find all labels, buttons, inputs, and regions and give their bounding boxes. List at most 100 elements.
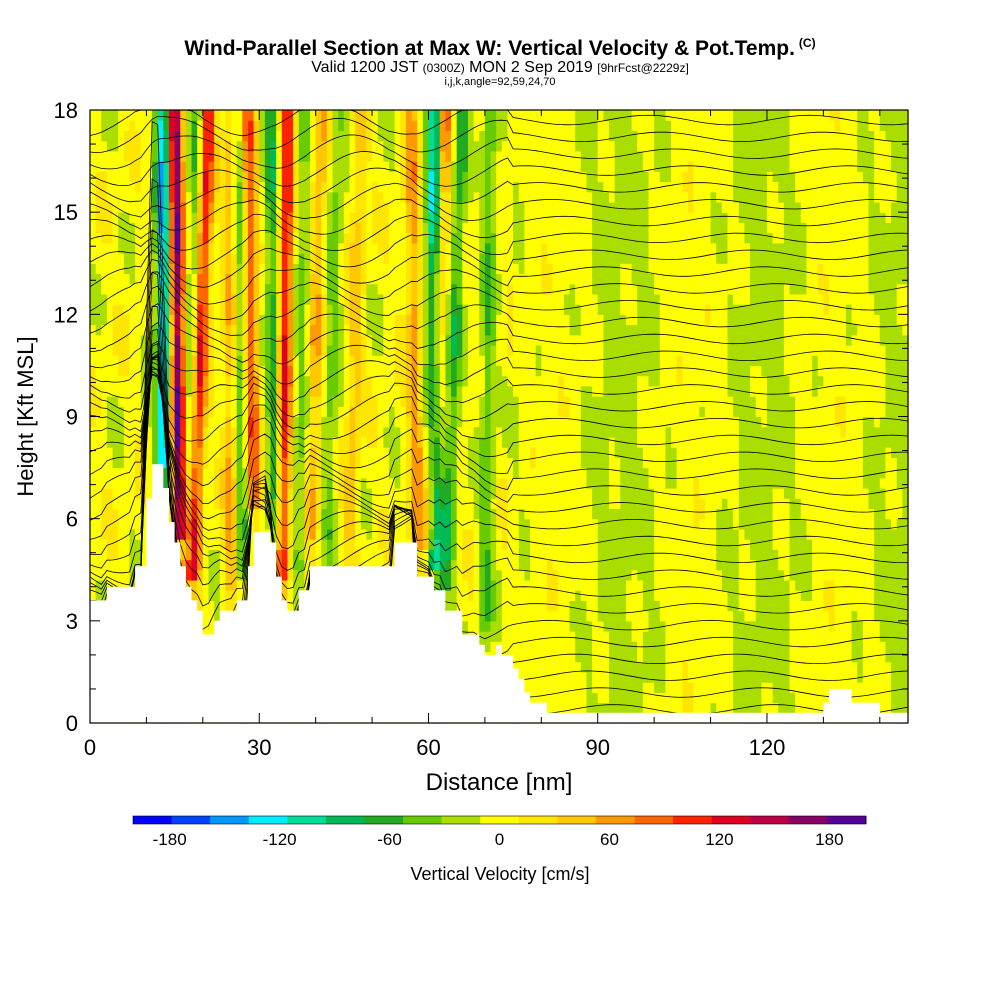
velocity-cell bbox=[405, 528, 413, 540]
velocity-cell bbox=[202, 488, 210, 499]
velocity-cell bbox=[270, 436, 277, 448]
velocity-cell bbox=[524, 610, 531, 622]
velocity-cell bbox=[304, 130, 311, 142]
velocity-cell bbox=[152, 232, 159, 244]
velocity-cell bbox=[400, 140, 407, 152]
velocity-cell bbox=[400, 171, 407, 183]
velocity-cell bbox=[349, 498, 356, 510]
velocity-cell bbox=[552, 610, 559, 622]
velocity-cell bbox=[304, 212, 311, 223]
velocity-cell bbox=[490, 467, 497, 479]
velocity-cell bbox=[360, 457, 368, 469]
velocity-cell bbox=[428, 191, 435, 203]
velocity-cell bbox=[287, 590, 294, 601]
velocity-cell bbox=[366, 304, 373, 315]
velocity-cell bbox=[214, 150, 221, 162]
velocity-cell bbox=[326, 171, 334, 183]
velocity-cell bbox=[214, 242, 221, 254]
velocity-cell bbox=[372, 498, 379, 510]
velocity-cell bbox=[479, 253, 486, 264]
velocity-cell bbox=[394, 314, 401, 326]
velocity-cell bbox=[439, 232, 447, 244]
velocity-cell bbox=[338, 130, 345, 142]
velocity-cell bbox=[530, 426, 537, 438]
velocity-cell bbox=[479, 385, 486, 397]
velocity-cell bbox=[422, 416, 430, 428]
velocity-cell bbox=[191, 324, 198, 336]
velocity-cell bbox=[231, 324, 238, 336]
velocity-cell bbox=[106, 263, 114, 275]
velocity-cell bbox=[310, 447, 317, 458]
velocity-cell bbox=[541, 631, 548, 642]
velocity-cell bbox=[496, 396, 503, 407]
velocity-cell bbox=[456, 406, 463, 418]
velocity-cell bbox=[530, 283, 537, 295]
velocity-cell bbox=[507, 344, 514, 356]
velocity-cell bbox=[123, 120, 131, 132]
velocity-cell bbox=[411, 181, 418, 193]
velocity-cell bbox=[129, 130, 136, 142]
velocity-cell bbox=[535, 620, 542, 632]
velocity-cell bbox=[281, 528, 289, 540]
velocity-cell bbox=[473, 150, 480, 162]
velocity-cell bbox=[490, 426, 497, 438]
velocity-cell bbox=[479, 355, 486, 367]
velocity-cell bbox=[326, 242, 334, 254]
velocity-cell bbox=[197, 457, 204, 469]
velocity-cell bbox=[214, 120, 221, 132]
velocity-cell bbox=[546, 610, 554, 622]
velocity-cell bbox=[163, 457, 170, 469]
velocity-cell bbox=[360, 324, 368, 336]
velocity-cell bbox=[326, 508, 334, 520]
velocity-cell bbox=[349, 344, 356, 356]
velocity-cell bbox=[490, 539, 497, 550]
velocity-cell bbox=[185, 528, 193, 540]
velocity-cell bbox=[304, 263, 311, 275]
velocity-cell bbox=[242, 324, 249, 336]
velocity-cell bbox=[219, 304, 226, 315]
velocity-cell bbox=[445, 447, 452, 458]
velocity-cell bbox=[360, 539, 368, 550]
velocity-cell bbox=[123, 518, 131, 530]
velocity-cell bbox=[298, 191, 305, 203]
velocity-cell bbox=[174, 334, 181, 346]
velocity-cell bbox=[456, 273, 463, 285]
velocity-cell bbox=[411, 171, 418, 183]
velocity-cell bbox=[298, 559, 305, 571]
velocity-cell bbox=[106, 416, 114, 428]
velocity-cell bbox=[372, 447, 379, 458]
velocity-cell bbox=[163, 344, 170, 356]
velocity-cell bbox=[270, 477, 277, 489]
velocity-cell bbox=[507, 283, 514, 295]
velocity-cell bbox=[208, 263, 215, 275]
velocity-cell bbox=[146, 120, 153, 132]
velocity-cell bbox=[140, 396, 148, 407]
velocity-cell bbox=[372, 436, 379, 448]
velocity-cell bbox=[541, 641, 548, 653]
velocity-cell bbox=[484, 201, 492, 213]
velocity-cell bbox=[95, 447, 102, 458]
velocity-cell bbox=[197, 110, 204, 121]
velocity-cell bbox=[518, 201, 525, 213]
velocity-cell bbox=[287, 201, 294, 213]
velocity-cell bbox=[247, 140, 255, 152]
velocity-cell bbox=[281, 324, 289, 336]
velocity-cell bbox=[95, 488, 102, 499]
velocity-cell bbox=[490, 641, 497, 653]
velocity-cell bbox=[501, 610, 509, 622]
velocity-cell bbox=[310, 375, 317, 387]
velocity-cell bbox=[513, 375, 520, 387]
velocity-cell bbox=[366, 518, 373, 530]
velocity-cell bbox=[473, 171, 480, 183]
velocity-cell bbox=[445, 314, 452, 326]
velocity-cell bbox=[90, 242, 97, 254]
velocity-cell bbox=[247, 232, 255, 244]
velocity-cell bbox=[214, 539, 221, 550]
velocity-cell bbox=[434, 518, 441, 530]
velocity-cell bbox=[434, 314, 441, 326]
velocity-cell bbox=[513, 416, 520, 428]
velocity-cell bbox=[541, 140, 548, 152]
velocity-cell bbox=[146, 436, 153, 448]
velocity-cell bbox=[541, 375, 548, 387]
velocity-cell bbox=[355, 559, 362, 571]
